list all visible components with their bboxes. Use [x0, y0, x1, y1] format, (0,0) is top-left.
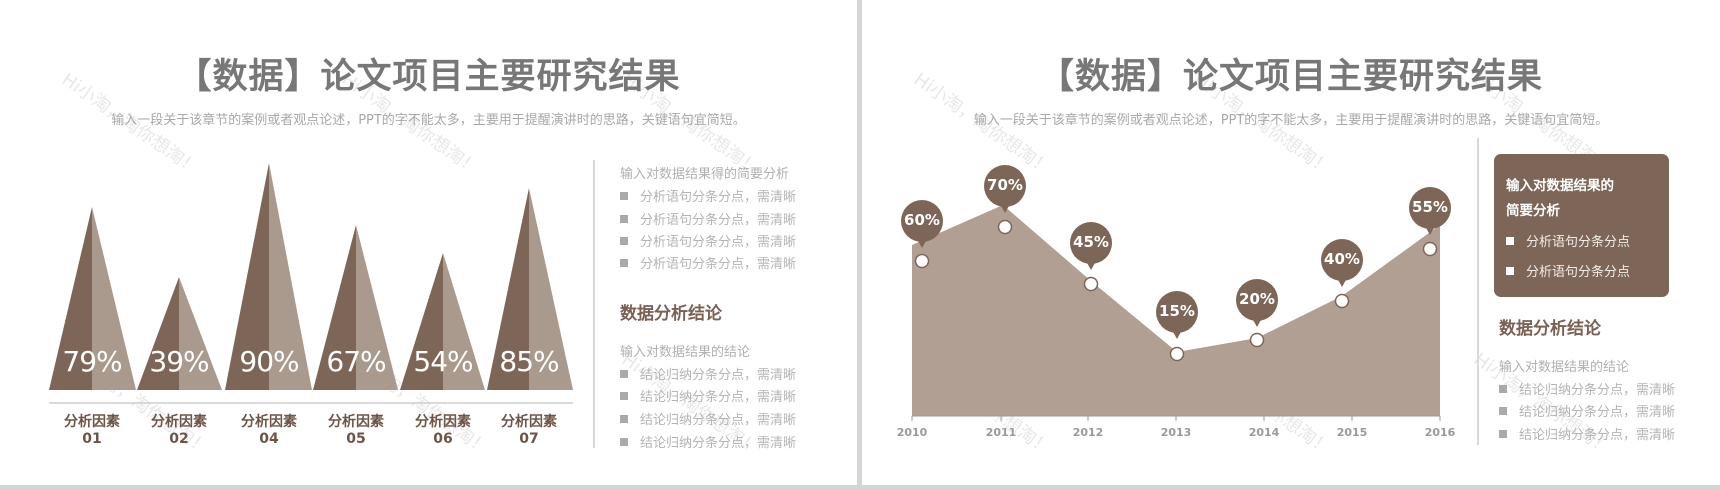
area-chart [901, 165, 1451, 421]
bullet-square-icon [620, 237, 628, 245]
bullet-square-icon [620, 370, 628, 378]
point-value-label: 20% [1239, 290, 1275, 308]
point-value-label: 15% [1159, 302, 1195, 320]
page-title: 【数据】论文项目主要研究结果 [176, 57, 681, 97]
conclusion-intro: 输入对数据结果的结论 [1499, 360, 1630, 375]
conclusion-bullet: 结论归纳分条分点，需清晰 [620, 409, 796, 428]
value-label: 67% [326, 345, 386, 378]
point-value-label: 45% [1073, 233, 1109, 251]
x-tick-label: 2011 [985, 426, 1017, 439]
value-label: 90% [239, 345, 299, 378]
value-bubbles [901, 165, 1451, 339]
analysis-bullet: 分析语句分条分点，需清晰 [620, 253, 796, 272]
analysis-summary-box: 输入对数据结果的 简要分析 分析语句分条分点 分析语句分条分点 [1494, 154, 1669, 297]
category-label: 分析因素 02 [151, 414, 207, 447]
point-value-label: 40% [1324, 250, 1360, 268]
category-label: 分析因素 04 [241, 414, 297, 447]
bullet-square-icon [1499, 407, 1507, 415]
page-subtitle: 输入一段关于该章节的案例或者观点论述，PPT的字不能太多，主要用于提醒演讲时的思… [111, 113, 746, 128]
value-label: 85% [499, 345, 559, 378]
bullet-square-icon [620, 415, 628, 423]
box-bullet: 分析语句分条分点 [1506, 231, 1630, 250]
analysis-bullet: 分析语句分条分点，需清晰 [620, 209, 796, 228]
value-label: 39% [149, 345, 209, 378]
conclusion-intro: 输入对数据结果的结论 [620, 345, 751, 360]
triangle-01-light [92, 207, 136, 390]
bullet-square-icon [1499, 430, 1507, 438]
area-fill [912, 205, 1440, 416]
x-tick-label: 2012 [1072, 426, 1104, 439]
conclusion-bullet: 结论归纳分条分点，需清晰 [620, 386, 796, 405]
category-label: 分析因素 01 [64, 414, 120, 447]
x-axis-ticks [911, 416, 1441, 421]
conclusion-bullet: 结论归纳分条分点，需清晰 [1499, 379, 1675, 398]
value-label: 54% [413, 345, 473, 378]
x-tick-label: 2013 [1160, 426, 1192, 439]
bullet-square-icon [620, 392, 628, 400]
box-bullet: 分析语句分条分点 [1506, 261, 1630, 280]
x-tick-label: 2010 [896, 426, 928, 439]
analysis-bullet: 分析语句分条分点，需清晰 [620, 231, 796, 250]
slide-left-triangle-chart: Hi小淘，淘你想淘！ Hi小淘，淘你想淘！ Hi小淘，淘你想淘！ Hi小淘，淘你… [0, 0, 857, 485]
x-tick-label: 2015 [1336, 426, 1368, 439]
bullet-square-icon [1499, 385, 1507, 393]
data-point-markers [914, 219, 1438, 362]
category-label: 分析因素 07 [501, 414, 557, 447]
box-title-line: 简要分析 [1506, 203, 1560, 219]
slide-right-area-chart: Hi小淘，淘你想淘！ Hi小淘，淘你想淘！ Hi小淘，淘你想淘！ Hi小淘，淘你… [862, 0, 1720, 485]
panel-divider [1477, 138, 1479, 445]
conclusion-bullet: 结论归纳分条分点，需清晰 [620, 432, 796, 451]
conclusion-bullet: 结论归纳分条分点，需清晰 [1499, 424, 1675, 443]
category-label: 分析因素 06 [415, 414, 471, 447]
triangle-chart [49, 163, 573, 404]
analysis-bullet: 分析语句分条分点，需清晰 [620, 186, 796, 205]
page-title: 【数据】论文项目主要研究结果 [1038, 57, 1543, 97]
point-value-label: 70% [987, 176, 1023, 194]
panel-divider [593, 160, 595, 448]
conclusion-bullet: 结论归纳分条分点，需清晰 [620, 364, 796, 383]
bullet-square-icon [620, 438, 628, 446]
conclusion-heading: 数据分析结论 [620, 304, 722, 324]
value-label: 79% [62, 345, 122, 378]
category-label: 分析因素 05 [328, 414, 384, 447]
bullet-square-icon [1506, 267, 1514, 275]
triangle-01-dark [49, 207, 92, 390]
bullet-square-icon [620, 192, 628, 200]
box-title-line: 输入对数据结果的 [1506, 178, 1614, 194]
conclusion-bullet: 结论归纳分条分点，需清晰 [1499, 401, 1675, 420]
x-tick-label: 2016 [1424, 426, 1456, 439]
point-value-label: 55% [1412, 198, 1448, 216]
point-value-label: 60% [904, 211, 940, 229]
bullet-square-icon [620, 259, 628, 267]
x-tick-label: 2014 [1248, 426, 1280, 439]
conclusion-heading: 数据分析结论 [1499, 319, 1601, 339]
bullet-square-icon [1506, 237, 1514, 245]
analysis-intro: 输入对数据结果得的简要分析 [620, 167, 790, 182]
page-subtitle: 输入一段关于该章节的案例或者观点论述，PPT的字不能太多，主要用于提醒演讲时的思… [973, 113, 1609, 128]
bullet-square-icon [620, 215, 628, 223]
